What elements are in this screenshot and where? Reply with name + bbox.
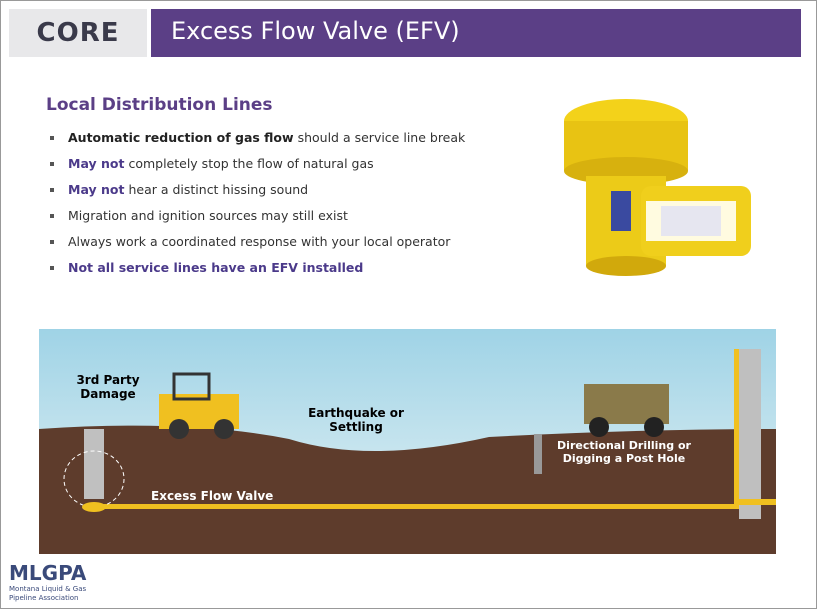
footer-logo: MLGPA Montana Liquid & Gas Pipeline Asso… (9, 561, 99, 603)
scene-label: Excess Flow Valve (151, 489, 273, 503)
footer-logo-text: MLGPA (9, 561, 99, 585)
bullet: Automatic reduction of gas flow should a … (46, 125, 469, 151)
scene-label: Directional Drilling or Digging a Post H… (549, 439, 699, 465)
bullet: May not completely stop the flow of natur… (46, 151, 469, 177)
footer-subtitle: Montana Liquid & Gas Pipeline Associatio… (9, 585, 99, 603)
slide: CORE Excess Flow Valve (EFV) Local Distr… (0, 0, 817, 609)
scene-label: Earthquake or Settling (301, 406, 411, 434)
bullet-list: Automatic reduction of gas flow should a … (46, 125, 469, 281)
bullet: May not hear a distinct hissing sound (46, 177, 469, 203)
bullet: Not all service lines have an EFV instal… (46, 255, 469, 281)
bullet-text: May not (68, 156, 124, 171)
scene-label: 3rd Party Damage (73, 373, 143, 401)
bullet: Migration and ignition sources may still… (46, 203, 469, 229)
bullet-text: Migration and ignition sources may still… (68, 208, 348, 223)
bullet-text: completely stop the flow of natural gas (128, 156, 373, 171)
bullet-text: hear a distinct hissing sound (128, 182, 308, 197)
bullet-text: May not (68, 182, 124, 197)
heading: Local Distribution Lines (46, 95, 273, 115)
bullet-text: Always work a coordinated response with … (68, 234, 450, 249)
logo: CORE (9, 9, 147, 57)
bullet: Always work a coordinated response with … (46, 229, 469, 255)
title: Excess Flow Valve (EFV) (171, 17, 460, 45)
valve-image (551, 91, 781, 301)
bullet-text: Not all service lines have an EFV instal… (68, 260, 363, 275)
bullet-text: Automatic reduction of gas flow (68, 130, 294, 145)
bullet-text: should a service line break (298, 130, 466, 145)
